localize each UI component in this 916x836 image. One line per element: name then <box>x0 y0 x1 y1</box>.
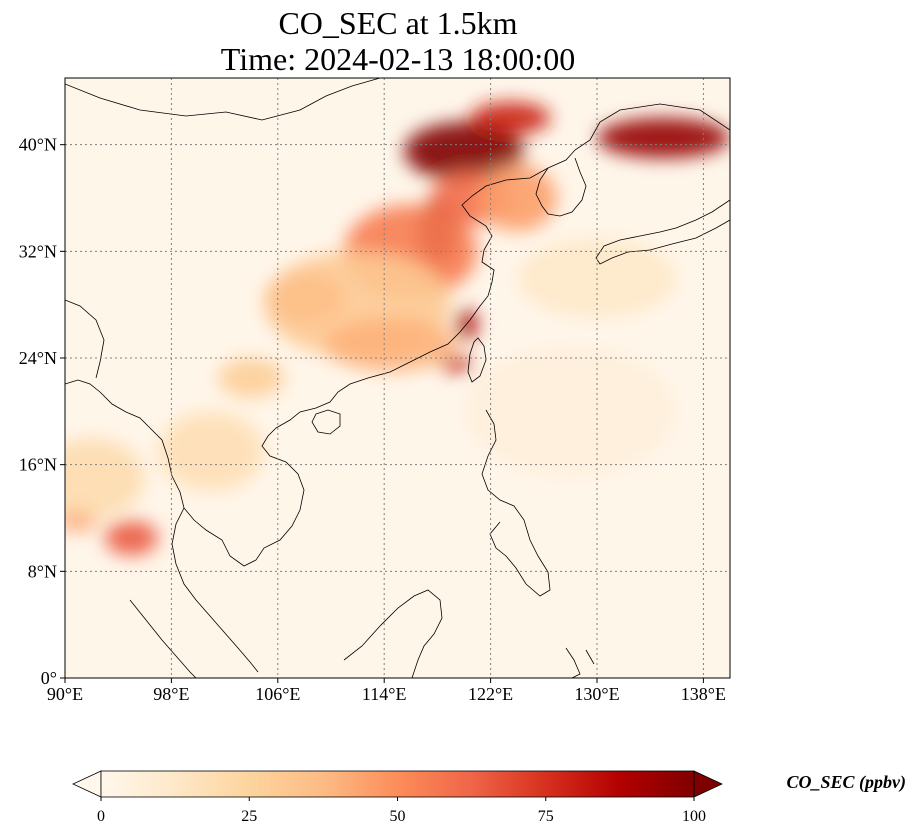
lon-tick-label: 98°E <box>153 684 189 704</box>
colorbar-tick-label: 100 <box>682 808 706 825</box>
lon-tick-label: 114°E <box>362 684 407 704</box>
colorbar-min-extension <box>72 770 102 798</box>
co-plume <box>464 344 677 478</box>
coastline-indochina <box>65 379 305 567</box>
coastline-philippines <box>481 409 551 597</box>
lon-tick-label: 122°E <box>468 684 513 704</box>
coastlines <box>65 78 730 678</box>
co-plume <box>470 102 551 134</box>
co-plume <box>65 438 145 518</box>
coastline-japan <box>595 199 730 265</box>
colorbar-gradient <box>101 771 694 797</box>
map-title-line2: Time: 2024-02-13 18:00:00 <box>220 41 576 77</box>
map-frame <box>64 77 731 679</box>
co-plume <box>264 271 345 325</box>
co-plume <box>477 164 558 232</box>
coastline-taiwan <box>467 337 487 383</box>
lon-tick-label: 138°E <box>681 684 726 704</box>
lon-tick-label: 130°E <box>574 684 619 704</box>
graticule <box>65 78 730 678</box>
lat-tick-label: 16°N <box>19 455 57 475</box>
colorbar-ticks: 0 25 50 75 100 <box>97 797 706 825</box>
lat-tick-label: 24°N <box>19 348 57 368</box>
coastline-malay-peninsula <box>171 507 259 673</box>
lat-tick-label: 8°N <box>28 561 57 581</box>
coastline-india-east <box>65 299 105 379</box>
latitude-axis: 0° 8°N 16°N 24°N 32°N 40°N <box>19 135 65 688</box>
co-plume <box>404 121 524 181</box>
co-plume <box>456 308 478 341</box>
coastline-korea <box>535 157 587 217</box>
coastline-sulawesi <box>565 647 595 678</box>
lon-tick-label: 90°E <box>47 684 83 704</box>
co-plume <box>597 118 730 158</box>
colorbar-tick-label: 25 <box>241 808 257 825</box>
lat-tick-label: 40°N <box>19 135 57 155</box>
lat-tick-label: 0° <box>41 668 57 688</box>
colorbar-tick-label: 50 <box>390 808 406 825</box>
co-plume <box>217 358 285 398</box>
longitude-axis: 90°E 98°E 106°E 114°E 122°E 130°E 138°E <box>47 678 726 704</box>
coastline-borneo <box>343 589 443 678</box>
colorbar: 0 25 50 75 100 CO_SEC (ppbv) <box>72 770 906 825</box>
colorbar-max-extension <box>693 770 723 798</box>
colorbar-label: CO_SEC (ppbv) <box>786 772 906 793</box>
colorbar-tick-label: 75 <box>538 808 554 825</box>
coastline-china-east <box>275 103 730 429</box>
co-plume <box>104 520 159 556</box>
co-plume <box>158 411 265 492</box>
coastline-hainan <box>311 409 341 435</box>
co-plume <box>324 318 458 372</box>
coastline-north-border <box>65 78 381 121</box>
co-plume <box>441 356 474 373</box>
map-title-line1: CO_SEC at 1.5km <box>278 5 518 41</box>
coastline-sumatra <box>129 599 197 678</box>
lat-tick-label: 32°N <box>19 241 57 261</box>
lon-tick-label: 106°E <box>255 684 300 704</box>
colorbar-tick-label: 0 <box>97 808 105 825</box>
